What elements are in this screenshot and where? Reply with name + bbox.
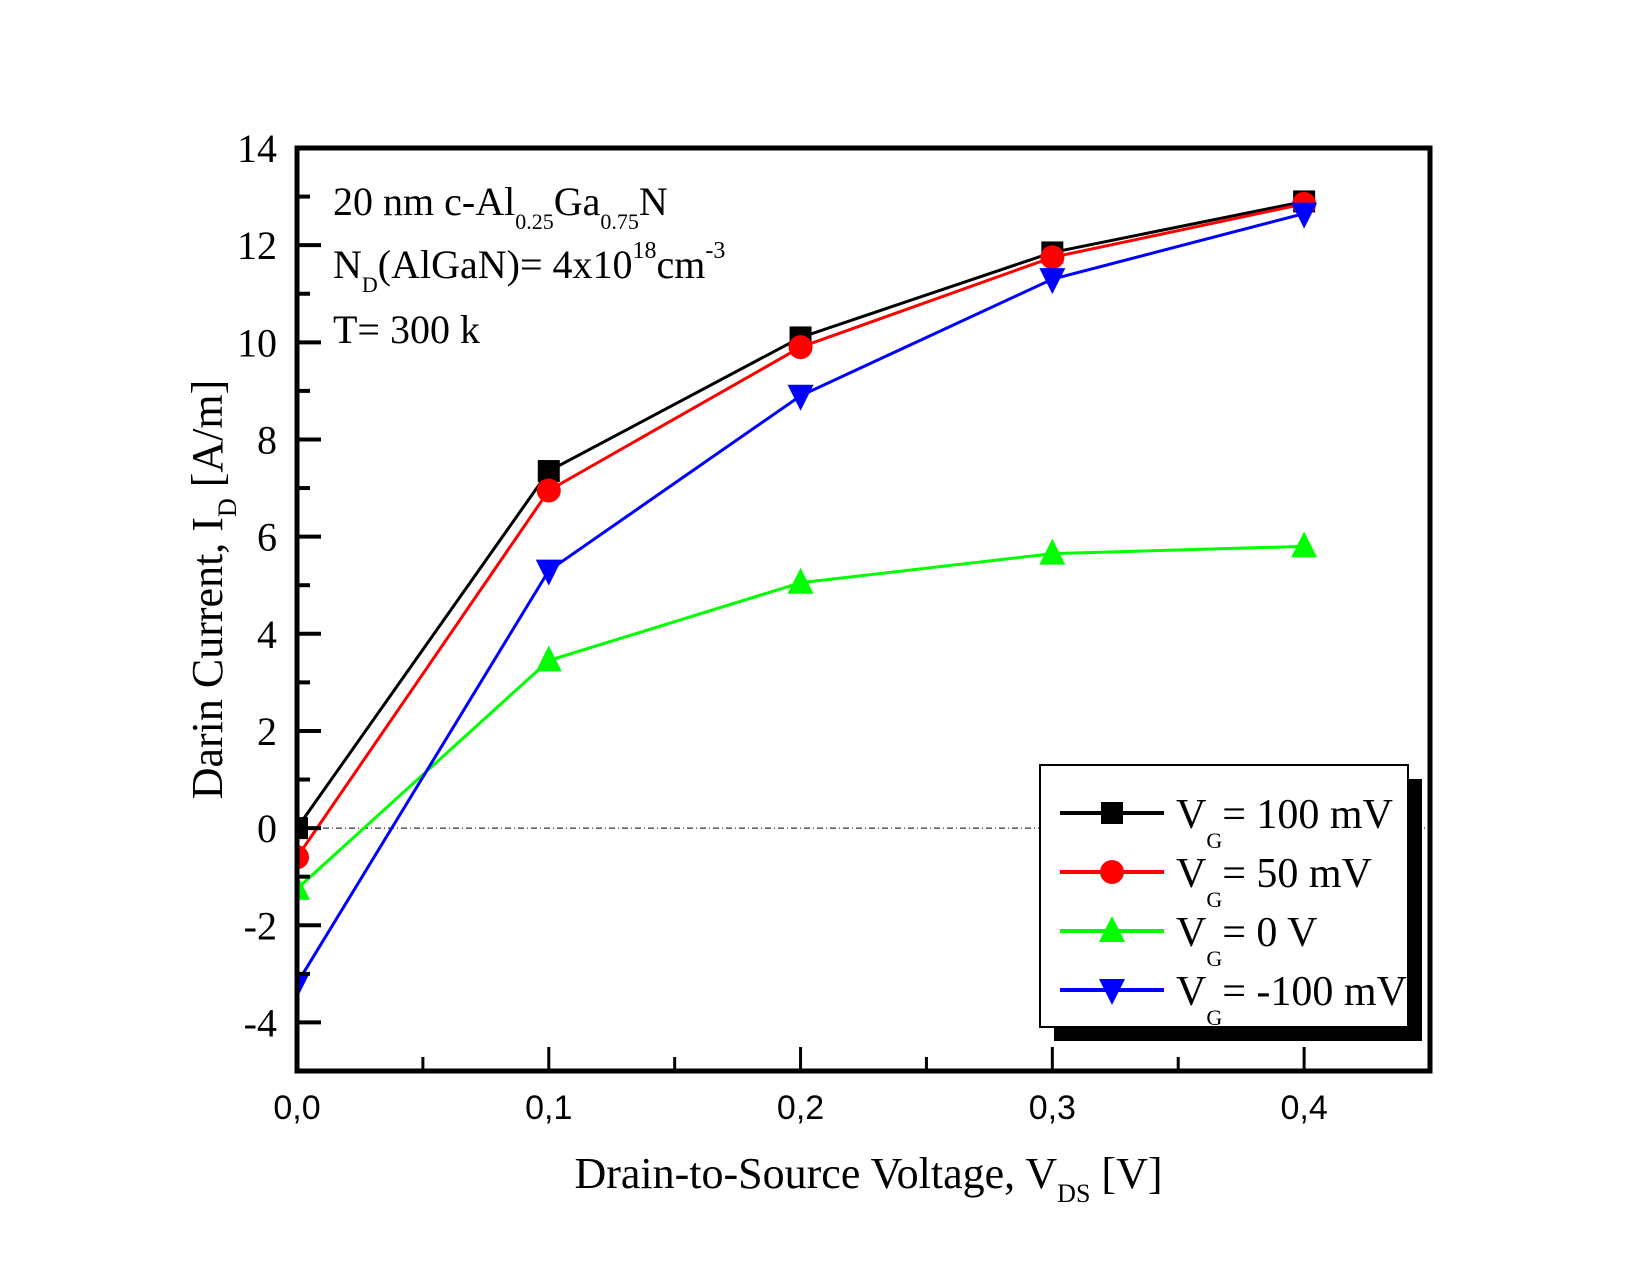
data-point-circle <box>297 845 309 870</box>
y-axis-title-main: Darin Current, I <box>183 517 232 799</box>
annotation-line: T= 300 k <box>333 307 480 352</box>
annotation-part: N <box>333 242 362 287</box>
annotation-part: Ga <box>554 179 601 224</box>
data-point-triangle-up <box>787 567 814 594</box>
series-line <box>297 202 1305 859</box>
annotation-part: -3 <box>705 238 725 264</box>
y-tick-label: 4 <box>257 612 277 657</box>
legend-item: VG= 50 mV <box>1060 851 1372 912</box>
legend-label: VG= -100 mV <box>1176 969 1407 1030</box>
data-point-triangle-up <box>297 873 310 900</box>
y-tick-label: 2 <box>257 709 277 754</box>
annotation-line: 20 nm c-Al0.25Ga0.75N <box>333 179 668 234</box>
y-tick-label: 14 <box>237 126 277 171</box>
legend-item: VG= 100 mV <box>1060 792 1393 853</box>
x-tick-label: 0,2 <box>777 1089 824 1127</box>
data-point-triangle-down <box>787 384 814 411</box>
data-point-triangle-down <box>1039 268 1066 295</box>
y-tick-label: -4 <box>244 1000 277 1045</box>
series-layer <box>297 190 1318 999</box>
annotation-part: 0.25 <box>515 209 554 234</box>
annotation-part: T= 300 k <box>333 307 480 352</box>
annotation-part: 0.75 <box>600 209 639 234</box>
series-square <box>297 190 1316 840</box>
annotation-part: cm <box>657 242 706 287</box>
y-axis-title-suffix: [A/m] <box>183 380 232 499</box>
data-point-triangle-down <box>297 972 310 999</box>
y-tick-label: 10 <box>237 320 277 365</box>
data-point-circle <box>536 478 561 503</box>
legend-marker-square <box>1101 802 1123 824</box>
x-tick-label: 0,3 <box>1029 1089 1076 1127</box>
y-tick-label: 6 <box>257 515 277 560</box>
series-triangle-down <box>297 202 1318 999</box>
legend-label: VG= 50 mV <box>1176 851 1372 912</box>
annotation-part: (AlGaN)= 4x10 <box>378 242 633 287</box>
x-axis-title-sub: DS <box>1057 1179 1090 1208</box>
data-point-circle <box>788 335 813 360</box>
x-tick-labels: 0,0 0,1 0,2 0,3 0,4 <box>273 1089 1327 1127</box>
annotation-part: D <box>362 272 378 297</box>
annotation-part: 18 <box>633 238 657 264</box>
y-axis-title: Darin Current, ID [A/m] <box>183 380 242 800</box>
annotation-part: N <box>639 179 668 224</box>
series-circle <box>297 191 1317 870</box>
legend-label: VG= 0 V <box>1176 910 1318 971</box>
data-point-triangle-down <box>1291 202 1318 229</box>
legend-marker-triangle-down <box>1099 979 1125 1005</box>
axis-ticks <box>295 146 1306 1071</box>
y-tick-label: 8 <box>257 417 277 462</box>
y-tick-labels: -4 -2 0 2 4 6 8 10 12 14 <box>237 126 277 1045</box>
annotation-line: ND(AlGaN)= 4x1018cm-3 <box>333 238 725 297</box>
legend-item: VG= -100 mV <box>1060 969 1407 1030</box>
legend-item: VG= 0 V <box>1060 910 1318 971</box>
x-tick-label: 0,4 <box>1280 1089 1327 1127</box>
x-tick-label: 0,1 <box>525 1089 572 1127</box>
data-point-square <box>537 460 560 483</box>
legend-marker-circle <box>1100 860 1124 884</box>
legend-label: VG= 100 mV <box>1176 792 1393 853</box>
y-axis-title-sub: D <box>213 498 242 517</box>
data-point-triangle-down <box>535 559 562 586</box>
y-tick-label: 0 <box>257 806 277 851</box>
x-tick-label: 0,0 <box>273 1089 320 1127</box>
data-point-triangle-up <box>1039 538 1066 565</box>
x-axis-title-suffix: [V] <box>1090 1149 1162 1198</box>
y-tick-label: -2 <box>244 903 277 948</box>
x-axis-title: Drain-to-Source Voltage, VDS [V] <box>574 1149 1162 1208</box>
data-point-triangle-up <box>535 645 562 672</box>
plot-frame <box>294 145 1433 1074</box>
series-triangle-up <box>297 531 1318 900</box>
data-point-circle <box>1040 245 1065 270</box>
annotation-part: 20 nm c-Al <box>333 179 515 224</box>
legend-marker-triangle-up <box>1099 916 1125 942</box>
y-tick-label: 12 <box>237 223 277 268</box>
x-axis-title-main: Drain-to-Source Voltage, V <box>574 1149 1057 1198</box>
data-point-triangle-up <box>1291 531 1318 558</box>
